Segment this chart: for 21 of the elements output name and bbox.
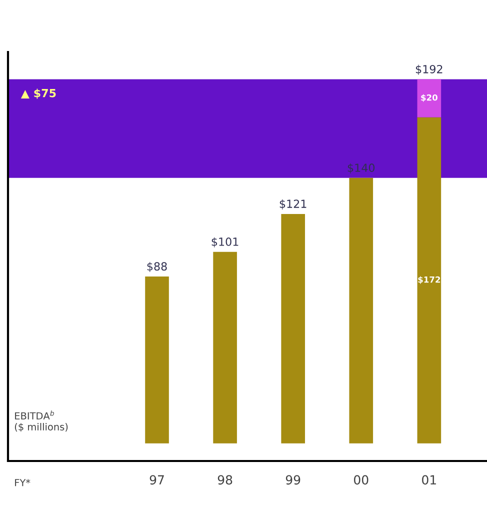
band-label: ▲ $75: [20, 88, 56, 99]
data-label: $121: [280, 199, 306, 210]
bar: [213, 252, 237, 444]
x-tick-label: 98: [218, 475, 232, 485]
bar: [417, 79, 442, 118]
bar: [349, 178, 374, 444]
text: FY*: [15, 478, 30, 486]
data-label: $172: [418, 276, 440, 284]
data-label: $20: [421, 94, 438, 102]
x-tick-label: 97: [150, 475, 164, 485]
bar: [417, 117, 442, 444]
data-label: $101: [212, 237, 238, 248]
bar: [145, 276, 169, 444]
x-tick-label: 00: [354, 475, 368, 485]
data-label: $88: [147, 262, 167, 272]
text: EBITDA$^{b}$ ($ millions): [14, 410, 68, 432]
bar: [281, 214, 305, 444]
data-label: $140: [348, 163, 375, 174]
x-tick-label: 99: [286, 475, 300, 485]
total-label: $192: [416, 64, 442, 75]
x-tick-label: 01: [422, 475, 436, 485]
